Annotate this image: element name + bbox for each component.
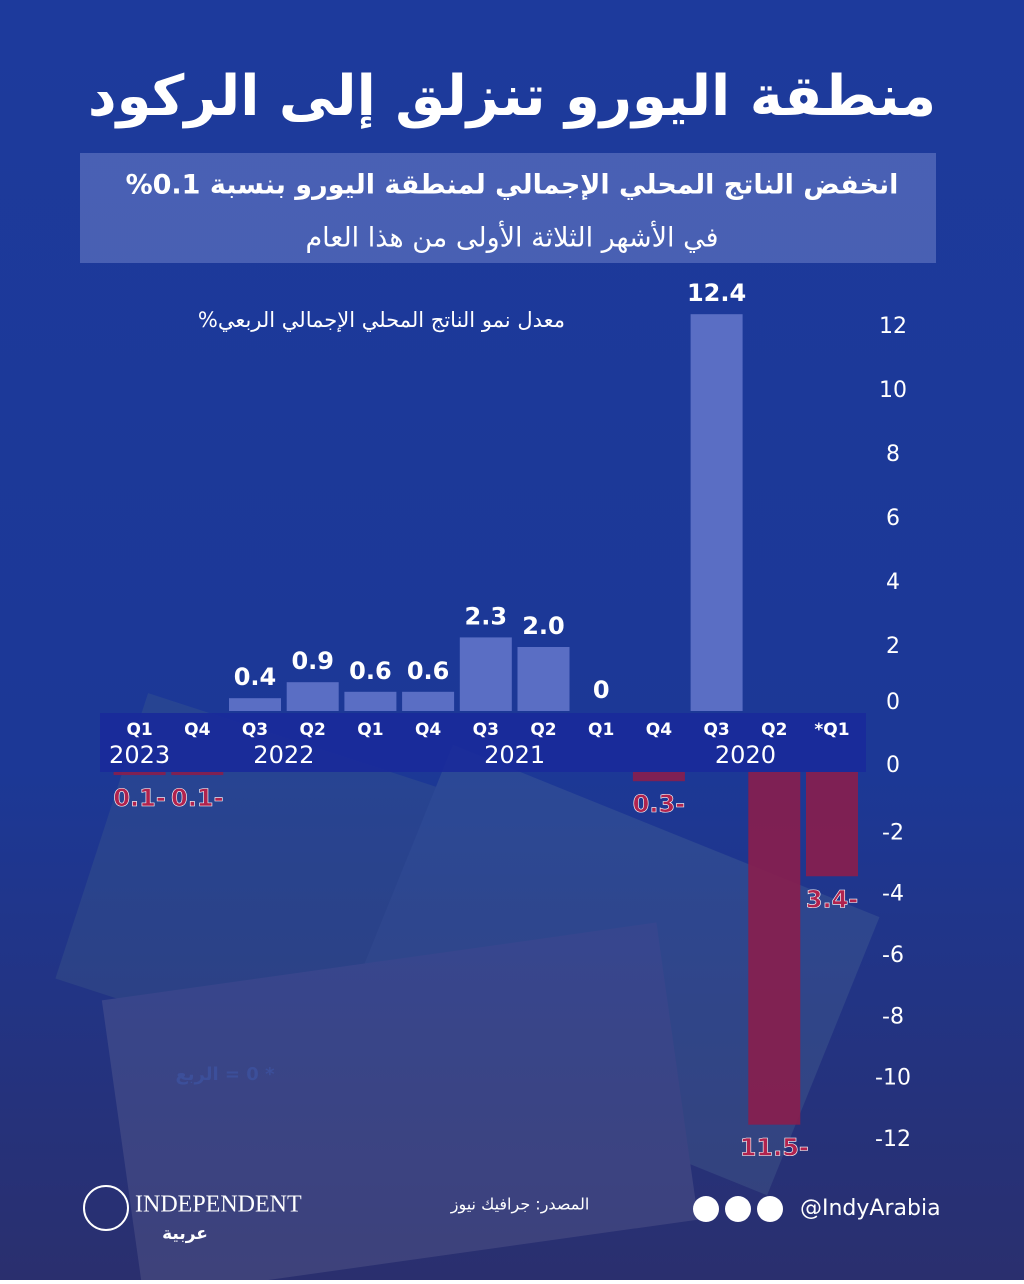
x-tick-label: Q3	[473, 720, 499, 740]
x-tick-label: Q2	[300, 720, 326, 740]
banknotes-decoration	[55, 693, 880, 1284]
bar	[113, 772, 166, 776]
subtitle-box	[80, 153, 936, 263]
y-tick-label: 0	[886, 753, 900, 778]
year-label: 2022	[253, 741, 314, 769]
y-tick-label: 6	[886, 506, 900, 531]
bar	[632, 772, 685, 782]
instagram-icon	[757, 1196, 783, 1222]
source: المصدر: جرافيك نيوز	[450, 1195, 590, 1215]
year-label: 2023	[109, 741, 170, 769]
y-tick-label: -6	[882, 943, 904, 968]
y-tick-label: 4	[886, 570, 900, 595]
y-tick-label: 12	[879, 314, 907, 339]
x-tick-label: Q4	[415, 720, 441, 740]
x-tick-label: Q1	[126, 720, 152, 740]
handle: @IndyArabia	[800, 1196, 941, 1221]
y-tick-label: -12	[875, 1127, 911, 1152]
bar	[459, 637, 512, 711]
bar	[171, 772, 224, 776]
value-label: 0.6	[407, 657, 450, 685]
logo-icon	[83, 1185, 129, 1231]
title: منطقة اليورو تنزلق إلى الركود	[88, 64, 936, 129]
x-axis-band	[100, 713, 866, 772]
y-tick-label: 0	[886, 690, 900, 715]
x-tick-label: Q4	[646, 720, 672, 740]
brand-sub: عربية	[162, 1224, 208, 1244]
bar	[286, 682, 339, 711]
x-tick-label: Q2	[761, 720, 787, 740]
year-label: 2021	[484, 741, 545, 769]
bar	[229, 698, 281, 711]
y-tick-label: 2	[886, 634, 900, 659]
footnote: * 0 = الربع	[175, 1064, 275, 1085]
bar	[806, 772, 858, 877]
bar	[748, 772, 801, 1125]
value-label: 0.4	[234, 663, 277, 691]
brand: INDEPENDENT	[135, 1192, 302, 1218]
x-tick-label: Q4	[184, 720, 210, 740]
value-label: 2.0	[522, 612, 565, 640]
y-tick-label: -10	[875, 1066, 911, 1091]
bar	[690, 314, 743, 711]
value-label: 0.1-	[171, 784, 223, 812]
y-tick-label: 10	[879, 378, 907, 403]
x-tick-label: Q1	[588, 720, 614, 740]
bar	[517, 647, 570, 711]
y-tick-label: 8	[886, 442, 900, 467]
value-label: 0.9	[291, 647, 334, 675]
axis-title: معدل نمو الناتج المحلي الإجمالي الربعي%	[198, 308, 565, 332]
y-tick-label: -4	[882, 882, 904, 907]
x-tick-label: Q3	[703, 720, 729, 740]
value-label: 0.6	[349, 657, 392, 685]
subtitle: في الأشهر الثلاثة الأولى من هذا العام	[305, 220, 718, 254]
footer: INDEPENDENT عربية المصدر: جرافيك نيوز @I…	[83, 1185, 941, 1244]
x-tick-label: Q1	[357, 720, 383, 740]
value-label: 0.1-	[113, 784, 165, 812]
bar	[344, 691, 397, 711]
x-tick-label: *Q1	[814, 720, 849, 740]
value-label: 12.4	[687, 279, 746, 307]
x-tick-label: Q3	[242, 720, 268, 740]
year-label: 2020	[715, 741, 776, 769]
value-label: 11.5-	[740, 1134, 809, 1162]
bar	[402, 691, 455, 711]
y-tick-label: -2	[882, 820, 904, 845]
value-label: 2.3	[465, 602, 508, 630]
value-label: 0.3-	[633, 790, 685, 818]
x-tick-label: Q2	[530, 720, 556, 740]
subtitle: انخفض الناتج المحلي الإجمالي لمنطقة اليو…	[126, 170, 899, 201]
facebook-icon	[725, 1196, 751, 1222]
twitter-icon	[693, 1196, 719, 1222]
value-label: 0	[593, 676, 610, 704]
value-label: 3.4-	[806, 885, 858, 913]
y-tick-label: -8	[882, 1004, 904, 1029]
